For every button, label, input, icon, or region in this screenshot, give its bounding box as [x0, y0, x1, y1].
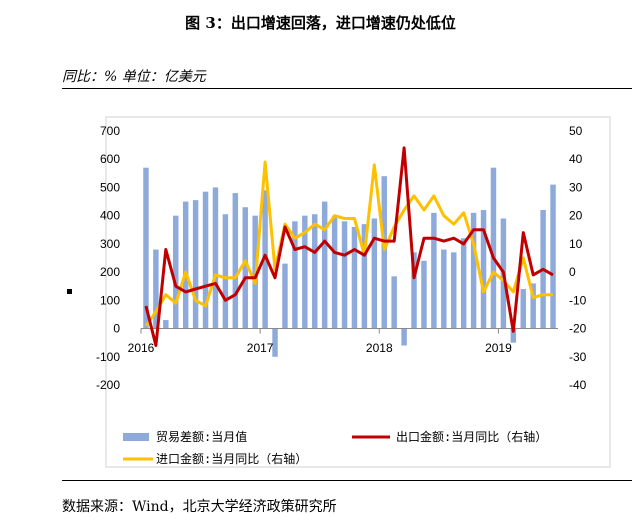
trade-balance-bar — [202, 191, 209, 329]
figure-title: 图 3：出口增速回落，进口增速仍处低位 — [185, 14, 456, 32]
source-note: 数据来源：Wind，北京大学经济政策研究所 — [62, 499, 337, 515]
legend-label-trade-balance: 贸易差额:当月值 — [156, 429, 247, 444]
right-tick-label: 40 — [569, 152, 583, 166]
trade-balance-bar — [262, 190, 268, 329]
bottom-divider — [62, 480, 632, 481]
trade-balance-bar — [143, 167, 149, 329]
trade-balance-bar — [470, 212, 477, 329]
left-tick-label: -200 — [96, 378, 120, 392]
trade-balance-bar — [490, 167, 497, 329]
trade-balance-bar — [331, 215, 338, 329]
trade-balance-bar — [321, 201, 328, 329]
right-tick-label: -10 — [569, 293, 587, 307]
x-tick-label: 2017 — [247, 341, 274, 355]
left-tick-label: 700 — [100, 124, 120, 138]
trade-balance-bar — [192, 200, 199, 329]
trade-balance-bar — [460, 238, 467, 329]
x-tick-label: 2016 — [128, 341, 155, 355]
right-tick-label: 10 — [569, 237, 583, 251]
right-tick-label: -20 — [569, 322, 587, 336]
left-tick-label: 100 — [100, 293, 120, 307]
trade-balance-bar — [381, 176, 387, 329]
right-tick-label: -40 — [569, 378, 587, 392]
right-tick-label: 20 — [569, 209, 583, 223]
trade-balance-bar — [550, 184, 556, 329]
left-tick-label: -100 — [96, 350, 120, 364]
trade-balance-bar — [341, 221, 348, 329]
trade-balance-bar — [232, 193, 239, 329]
trade-balance-bar — [401, 328, 407, 346]
legend-label-export: 出口金额:当月同比（右轴） — [396, 429, 547, 444]
import-yoy-line — [144, 160, 553, 327]
trade-balance-bar — [302, 215, 308, 329]
trade-balance-bar — [282, 263, 288, 329]
trade-balance-bar — [510, 328, 517, 343]
right-tick-label: 30 — [569, 180, 583, 194]
left-tick-label: 0 — [113, 322, 120, 336]
right-tick-label: 50 — [569, 124, 583, 138]
trade-balance-bar — [242, 207, 248, 329]
trade-balance-bar — [312, 214, 318, 329]
unit-note: 同比：% 单位：亿美元 — [62, 69, 206, 85]
left-tick-label: 600 — [100, 152, 120, 166]
trade-balance-bar — [153, 249, 159, 329]
right-tick-label: -30 — [569, 350, 587, 364]
trade-balance-bar — [421, 260, 427, 329]
trade-balance-bar — [272, 328, 278, 357]
trade-balance-bar — [222, 214, 229, 329]
left-tick-label: 400 — [100, 209, 120, 223]
trade-balance-bar — [451, 252, 457, 329]
right-tick-label: 0 — [569, 265, 576, 279]
x-tick-label: 2018 — [366, 341, 393, 355]
legend-swatch-bar — [123, 433, 149, 441]
trade-balance-bar — [431, 212, 437, 329]
trade-balance-bar — [182, 201, 189, 329]
trade-balance-bar — [441, 249, 447, 329]
trade-balance-bar — [163, 320, 169, 329]
plot-frame — [105, 116, 611, 468]
trade-balance-bar — [371, 218, 378, 329]
trade-balance-bar — [391, 276, 397, 329]
left-tick-label: 500 — [100, 180, 120, 194]
export-yoy-line — [144, 146, 554, 347]
bullet-marker — [67, 289, 72, 294]
x-tick-label: 2019 — [485, 341, 512, 355]
left-tick-label: 200 — [100, 265, 120, 279]
trade-balance-bar — [411, 252, 417, 329]
legend-label-import: 进口金额:当月同比（右轴） — [156, 451, 307, 466]
trade-balance-bar — [351, 226, 358, 329]
trade-balance-bar — [173, 215, 179, 329]
left-tick-label: 300 — [100, 237, 120, 251]
trade-balance-bar — [530, 283, 536, 329]
trade-balance-bar — [480, 210, 487, 329]
top-divider — [62, 88, 632, 89]
trade-balance-bar — [361, 224, 368, 329]
trade-balance-bar — [212, 187, 219, 329]
trade-balance-bar — [520, 289, 526, 329]
trade-balance-bar — [292, 221, 298, 329]
